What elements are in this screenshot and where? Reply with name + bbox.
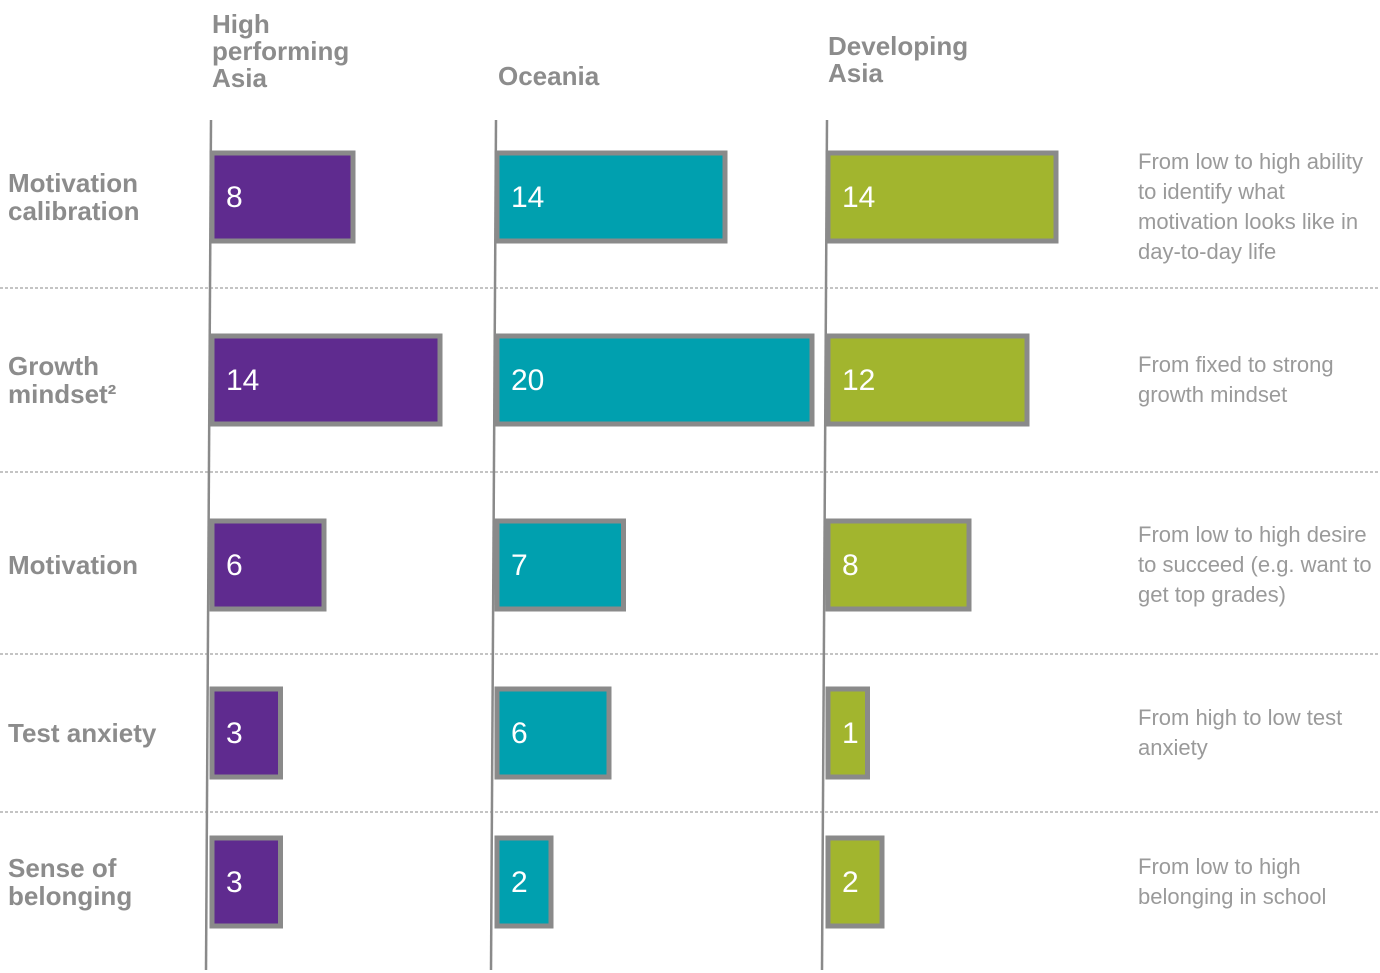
bar-value-label: 8 [842, 549, 859, 582]
category-label: Sense of belonging [8, 853, 133, 911]
bar-value-label: 3 [226, 717, 243, 750]
bar [209, 835, 283, 929]
row-description: From high to low test anxiety [1138, 705, 1343, 760]
bar-value-label: 8 [226, 181, 243, 214]
panel-axis [204, 119, 213, 971]
bar-value-label: 14 [842, 181, 875, 214]
bar-value-label: 12 [842, 364, 875, 397]
bar [825, 835, 885, 929]
bar [209, 518, 327, 612]
bar-value-label: 2 [842, 866, 859, 899]
bar [494, 333, 815, 427]
panel-header: Developing Asia [828, 31, 969, 88]
panel-axis [489, 119, 498, 971]
row-description: From low to high belonging in school [1138, 854, 1327, 909]
bar-value-label: 6 [226, 549, 243, 582]
category-label: Motivation [8, 550, 138, 580]
bar [494, 518, 626, 612]
panel-header: High performing Asia [212, 9, 350, 93]
bar [494, 686, 612, 780]
bar [209, 333, 443, 427]
bar-value-label: 20 [511, 364, 544, 397]
category-label: Growth mindset² [8, 351, 117, 409]
bar [494, 835, 554, 929]
panel-axis [820, 119, 829, 971]
category-label: Test anxiety [8, 718, 157, 748]
bar-value-label: 1 [842, 717, 859, 750]
bar-value-label: 6 [511, 717, 528, 750]
row-description: From low to high desire to succeed (e.g.… [1138, 522, 1372, 607]
bar [209, 686, 283, 780]
bar-value-label: 7 [511, 549, 528, 582]
row-description: From fixed to strong growth mindset [1138, 352, 1334, 407]
bar [825, 333, 1030, 427]
row-description: From low to high ability to identify wha… [1138, 149, 1363, 264]
bar [209, 150, 356, 244]
panel-header: Oceania [498, 61, 600, 91]
bar-value-label: 14 [511, 181, 544, 214]
category-label: Motivation calibration [8, 168, 140, 226]
bar [825, 518, 972, 612]
bar [825, 686, 870, 780]
bar-value-label: 14 [226, 364, 259, 397]
bar-value-label: 2 [511, 866, 528, 899]
bar-value-label: 3 [226, 866, 243, 899]
bar [494, 150, 728, 244]
bar [825, 150, 1059, 244]
